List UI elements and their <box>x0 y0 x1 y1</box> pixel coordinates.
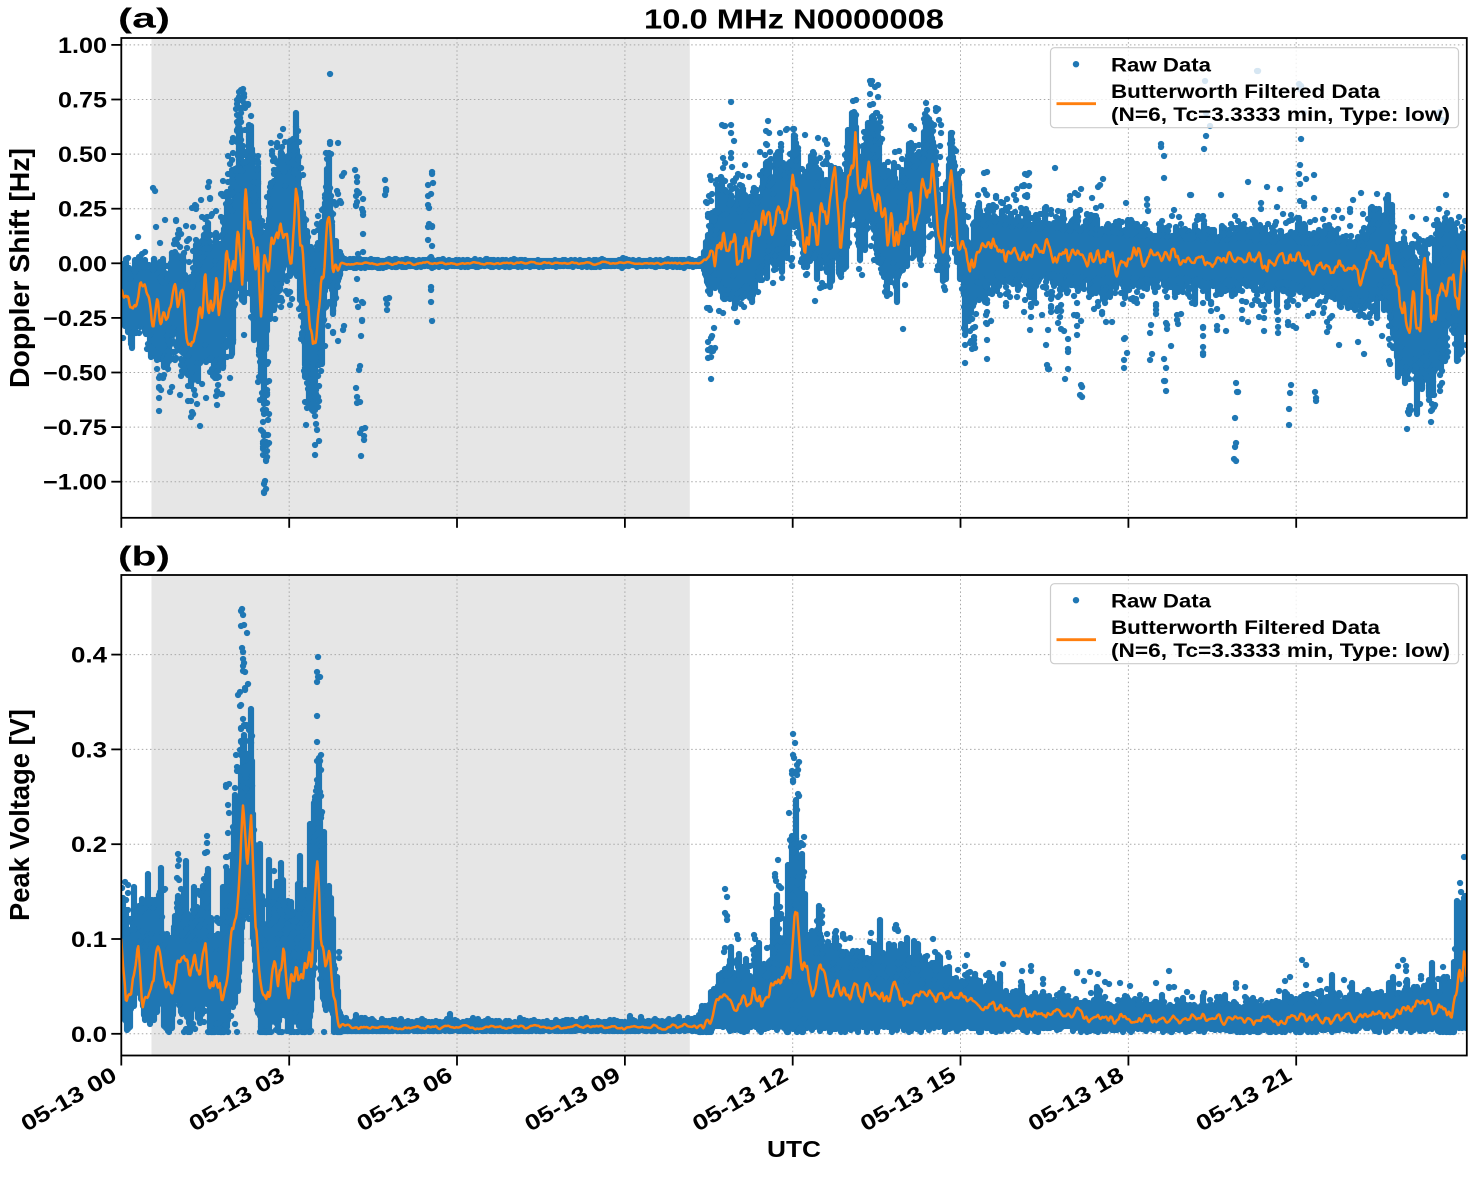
svg-text:0.3: 0.3 <box>71 737 107 762</box>
svg-text:Butterworth Filtered Data: Butterworth Filtered Data <box>1111 618 1380 639</box>
svg-text:Raw Data: Raw Data <box>1111 56 1212 77</box>
svg-text:Doppler Shift [Hz]: Doppler Shift [Hz] <box>4 148 35 388</box>
svg-text:0.00: 0.00 <box>58 251 107 276</box>
svg-text:0.4: 0.4 <box>71 643 108 668</box>
svg-text:0.25: 0.25 <box>58 197 107 222</box>
svg-text:Raw Data: Raw Data <box>1111 592 1212 613</box>
svg-text:Peak Voltage [V]: Peak Voltage [V] <box>4 709 35 921</box>
svg-text:(a): (a) <box>118 3 170 34</box>
svg-text:1.00: 1.00 <box>58 33 107 58</box>
svg-text:0.0: 0.0 <box>71 1022 107 1047</box>
svg-text:−0.50: −0.50 <box>43 361 107 386</box>
svg-text:UTC: UTC <box>767 1136 821 1162</box>
svg-text:Butterworth Filtered Data: Butterworth Filtered Data <box>1111 82 1380 103</box>
svg-text:0.1: 0.1 <box>71 927 107 952</box>
svg-text:−0.25: −0.25 <box>43 306 107 331</box>
svg-text:(b): (b) <box>118 541 170 572</box>
svg-text:(N=6, Tc=3.3333 min, Type: low: (N=6, Tc=3.3333 min, Type: low) <box>1111 105 1450 126</box>
svg-text:0.75: 0.75 <box>58 88 107 113</box>
svg-text:(N=6, Tc=3.3333 min, Type: low: (N=6, Tc=3.3333 min, Type: low) <box>1111 641 1450 662</box>
svg-text:−1.00: −1.00 <box>43 470 107 495</box>
svg-text:0.50: 0.50 <box>58 142 107 167</box>
svg-text:0.2: 0.2 <box>71 832 107 857</box>
svg-text:10.0 MHz N0000008: 10.0 MHz N0000008 <box>644 4 944 35</box>
svg-text:−0.75: −0.75 <box>43 415 107 440</box>
